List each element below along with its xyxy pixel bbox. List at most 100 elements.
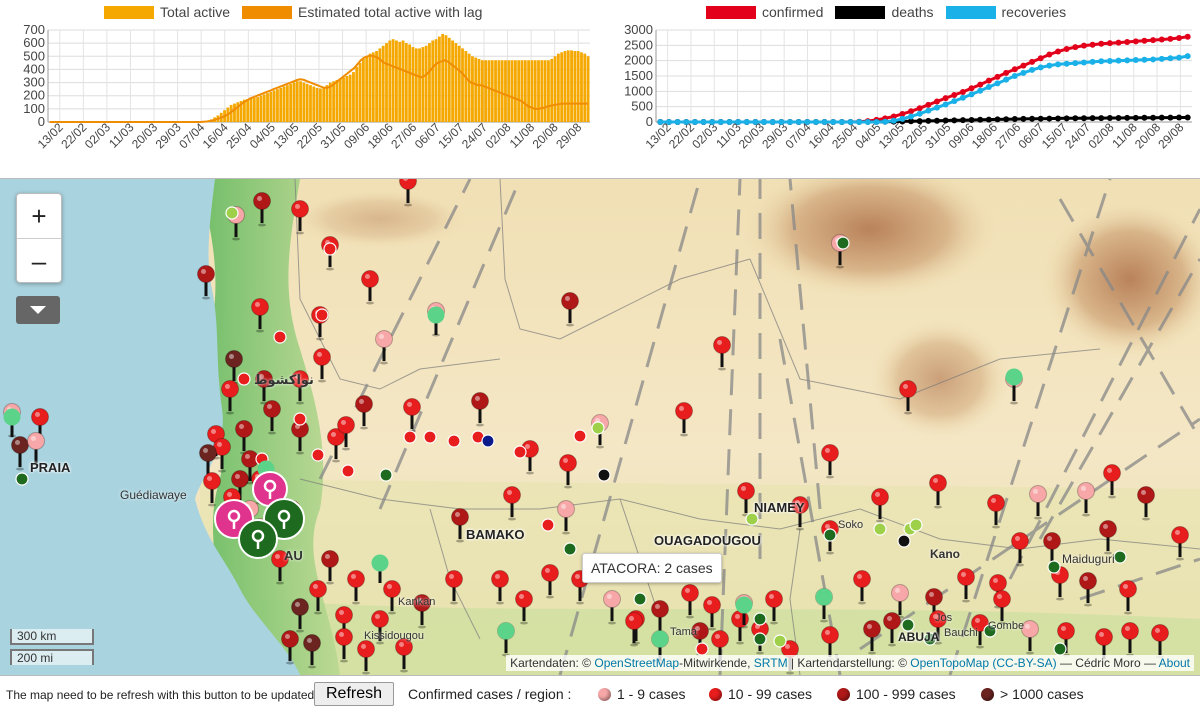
case-marker[interactable] (281, 630, 299, 665)
case-marker[interactable] (11, 436, 29, 471)
opentopomap-link[interactable]: OpenTopoMap (910, 656, 990, 670)
cluster-marker[interactable] (252, 471, 288, 507)
case-marker[interactable] (199, 444, 217, 479)
case-marker[interactable] (403, 398, 421, 433)
case-marker[interactable] (863, 620, 881, 655)
case-marker[interactable] (197, 265, 215, 300)
case-marker[interactable] (1151, 624, 1169, 659)
case-marker[interactable] (1029, 485, 1047, 520)
legend-label-lag[interactable]: Estimated total active with lag (298, 4, 483, 20)
case-marker[interactable] (1137, 486, 1155, 521)
case-markers[interactable] (3, 179, 1189, 675)
case-marker[interactable] (971, 614, 989, 649)
case-marker[interactable] (303, 634, 321, 669)
case-marker[interactable] (1103, 464, 1121, 499)
case-dot[interactable] (909, 518, 923, 532)
case-marker[interactable] (703, 596, 721, 631)
refresh-button[interactable]: Refresh (314, 682, 395, 706)
case-dot[interactable] (901, 618, 915, 632)
case-dot[interactable] (745, 512, 759, 526)
case-dot[interactable] (897, 534, 911, 548)
case-marker[interactable] (327, 428, 345, 463)
case-dot[interactable] (773, 634, 787, 648)
case-marker[interactable] (559, 454, 577, 489)
case-marker[interactable] (371, 610, 389, 645)
case-marker[interactable] (1099, 520, 1117, 555)
license-link[interactable]: (CC-BY-SA) (992, 656, 1057, 670)
case-marker[interactable] (993, 590, 1011, 625)
case-dot[interactable] (1053, 642, 1067, 656)
case-dot[interactable] (315, 308, 329, 322)
recovered-marker[interactable] (735, 596, 753, 626)
case-dot[interactable] (695, 642, 709, 656)
case-marker[interactable] (309, 580, 327, 615)
case-marker[interactable] (451, 508, 469, 543)
map-view[interactable] (0, 178, 1200, 676)
case-dot[interactable] (836, 236, 850, 250)
case-dot[interactable] (323, 242, 337, 256)
case-dot[interactable] (513, 445, 527, 459)
legend-label-total-active[interactable]: Total active (160, 4, 231, 20)
legend-swatch-lag[interactable] (242, 5, 293, 19)
case-dot[interactable] (423, 430, 437, 444)
case-marker[interactable] (603, 590, 621, 625)
case-marker[interactable] (737, 482, 755, 517)
case-marker[interactable] (375, 330, 393, 365)
case-marker[interactable] (235, 420, 253, 455)
recovered-marker[interactable] (497, 622, 515, 652)
case-marker[interactable] (1077, 482, 1095, 517)
zoom-out-button[interactable]: – (17, 238, 61, 283)
recovered-marker[interactable] (815, 588, 833, 618)
case-marker[interactable] (383, 580, 401, 615)
case-marker[interactable] (347, 570, 365, 605)
case-dot[interactable] (1113, 550, 1127, 564)
case-marker[interactable] (957, 568, 975, 603)
recovered-marker[interactable] (3, 408, 21, 438)
case-marker[interactable] (929, 610, 947, 645)
case-dot[interactable] (823, 528, 837, 542)
legend-swatch-recoveries[interactable] (945, 5, 996, 19)
case-marker[interactable] (853, 570, 871, 605)
recovered-marker[interactable] (371, 554, 389, 584)
case-marker[interactable] (225, 350, 243, 385)
layers-toggle-button[interactable] (16, 296, 60, 324)
legend-label-recoveries[interactable]: recoveries (1001, 4, 1067, 20)
map-canvas[interactable] (0, 179, 1200, 675)
case-marker[interactable] (251, 298, 269, 333)
case-marker[interactable] (871, 488, 889, 523)
about-link[interactable]: About (1158, 656, 1190, 670)
case-marker[interactable] (541, 564, 559, 599)
case-marker[interactable] (253, 192, 271, 227)
case-marker[interactable] (515, 590, 533, 625)
case-marker[interactable] (883, 612, 901, 647)
case-dot[interactable] (273, 330, 287, 344)
case-dot[interactable] (563, 542, 577, 556)
case-marker[interactable] (335, 628, 353, 663)
case-dot[interactable] (15, 472, 29, 486)
case-marker[interactable] (291, 370, 309, 405)
case-marker[interactable] (395, 638, 413, 673)
case-dot[interactable] (481, 434, 495, 448)
case-marker[interactable] (313, 348, 331, 383)
case-marker[interactable] (291, 420, 309, 455)
case-marker[interactable] (255, 370, 273, 405)
case-marker[interactable] (557, 500, 575, 535)
recovered-marker[interactable] (1005, 368, 1023, 398)
case-marker[interactable] (27, 432, 45, 467)
case-marker[interactable] (713, 336, 731, 371)
case-marker[interactable] (1171, 526, 1189, 561)
case-marker[interactable] (413, 594, 431, 629)
legend-label-confirmed[interactable]: confirmed (762, 4, 824, 20)
recovered-marker[interactable] (427, 306, 445, 336)
srtm-link[interactable]: SRTM (753, 656, 788, 670)
case-dot[interactable] (403, 430, 417, 444)
case-marker[interactable] (765, 590, 783, 625)
case-marker[interactable] (681, 584, 699, 619)
case-dot[interactable] (293, 412, 307, 426)
case-dot[interactable] (873, 522, 887, 536)
case-marker[interactable] (1021, 620, 1039, 655)
case-dot[interactable] (237, 372, 251, 386)
case-dot[interactable] (311, 448, 325, 462)
case-marker[interactable] (791, 496, 809, 531)
case-dot[interactable] (753, 612, 767, 626)
